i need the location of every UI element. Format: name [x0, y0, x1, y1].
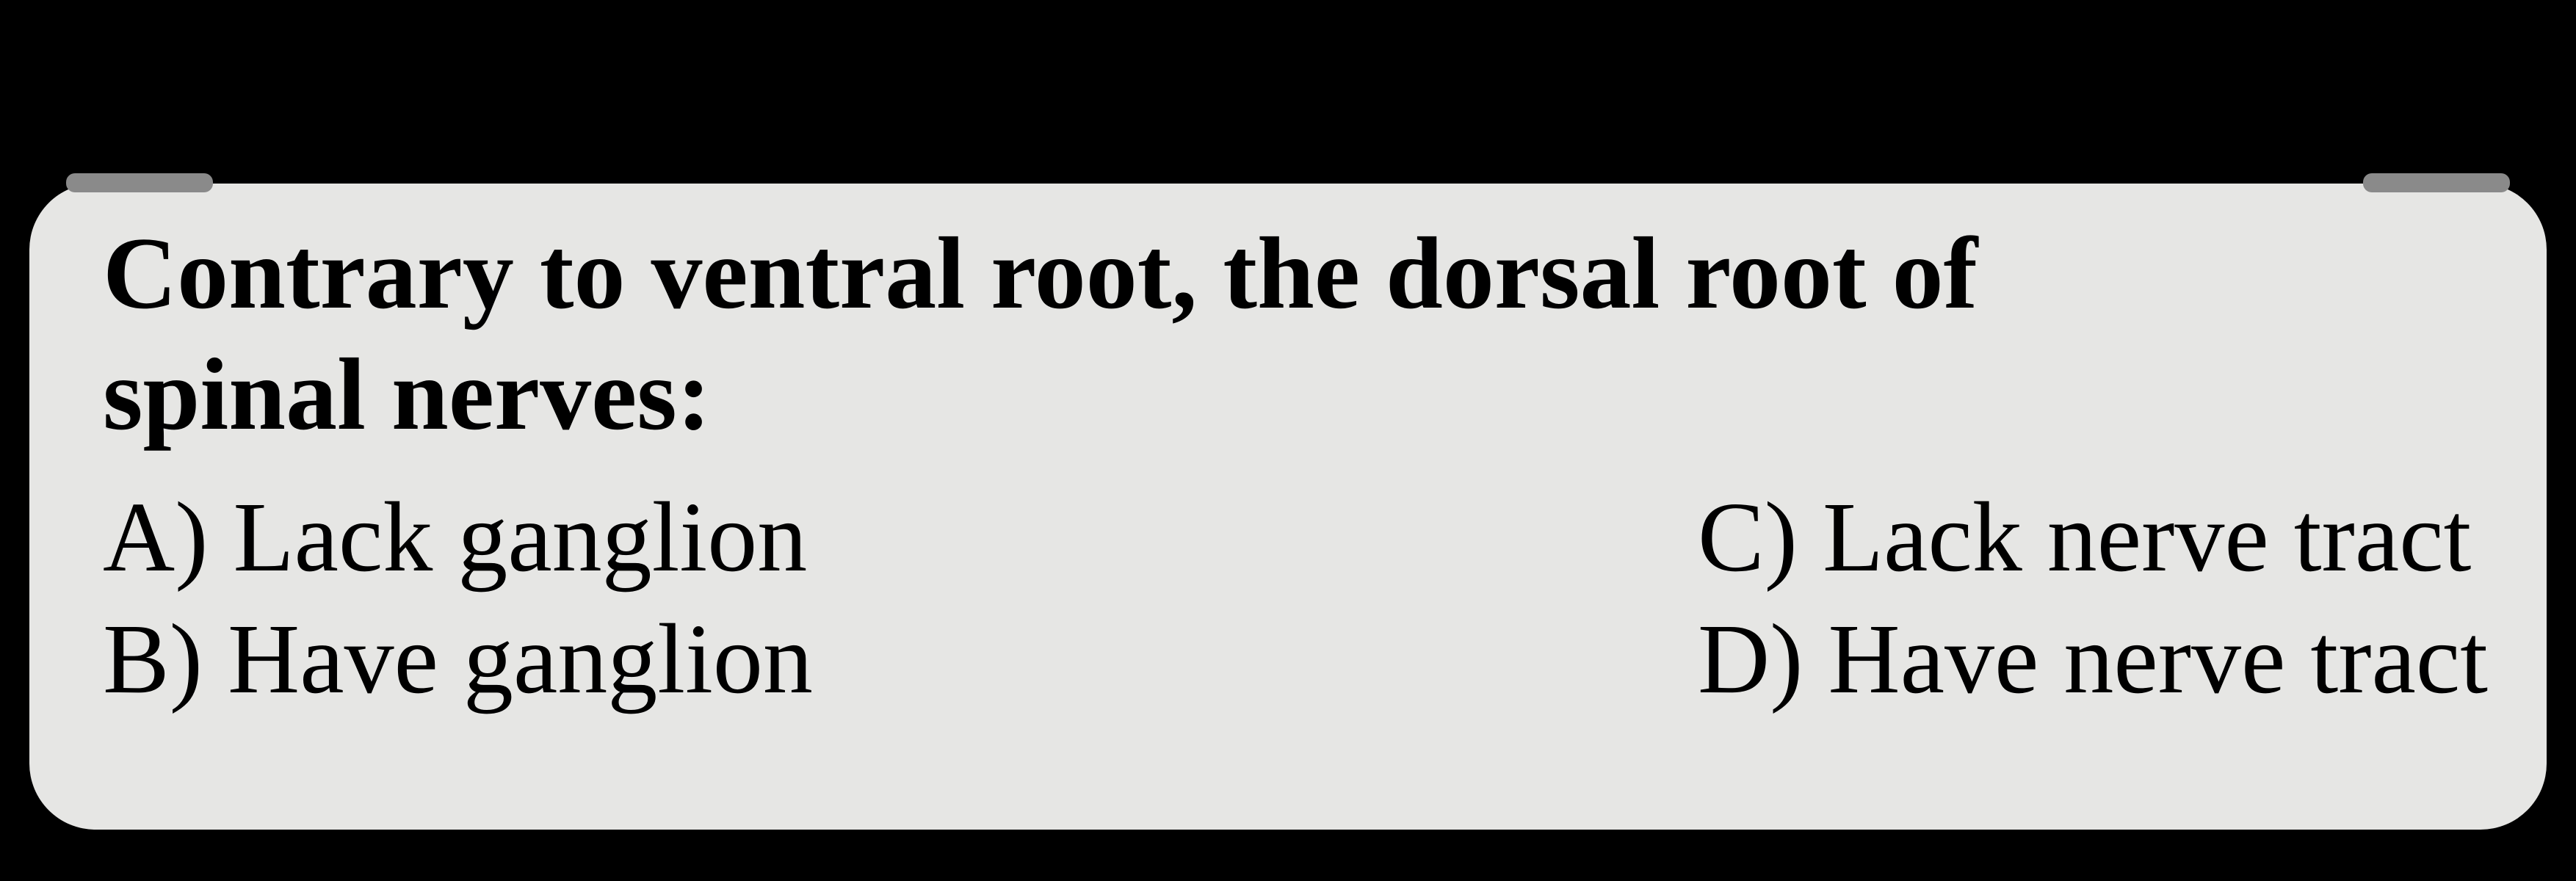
question-stem-line1: Contrary to ventral root, the dorsal roo… [103, 217, 1978, 330]
corner-nick-left [66, 173, 213, 192]
option-b[interactable]: B) Have ganglion [103, 599, 813, 721]
options-col-right: C) Lack nerve tract D) Have nerve tract [1698, 477, 2488, 721]
option-a[interactable]: A) Lack ganglion [103, 477, 813, 599]
options-grid: A) Lack ganglion B) Have ganglion C) Lac… [103, 477, 2488, 721]
question-stem: Contrary to ventral root, the dorsal roo… [103, 213, 2488, 455]
options-col-left: A) Lack ganglion B) Have ganglion [103, 477, 813, 721]
corner-nick-right [2363, 173, 2510, 192]
option-d[interactable]: D) Have nerve tract [1698, 599, 2488, 721]
option-c[interactable]: C) Lack nerve tract [1698, 477, 2488, 599]
question-stem-line2: spinal nerves: [103, 338, 711, 452]
question-card: Contrary to ventral root, the dorsal roo… [29, 184, 2547, 830]
